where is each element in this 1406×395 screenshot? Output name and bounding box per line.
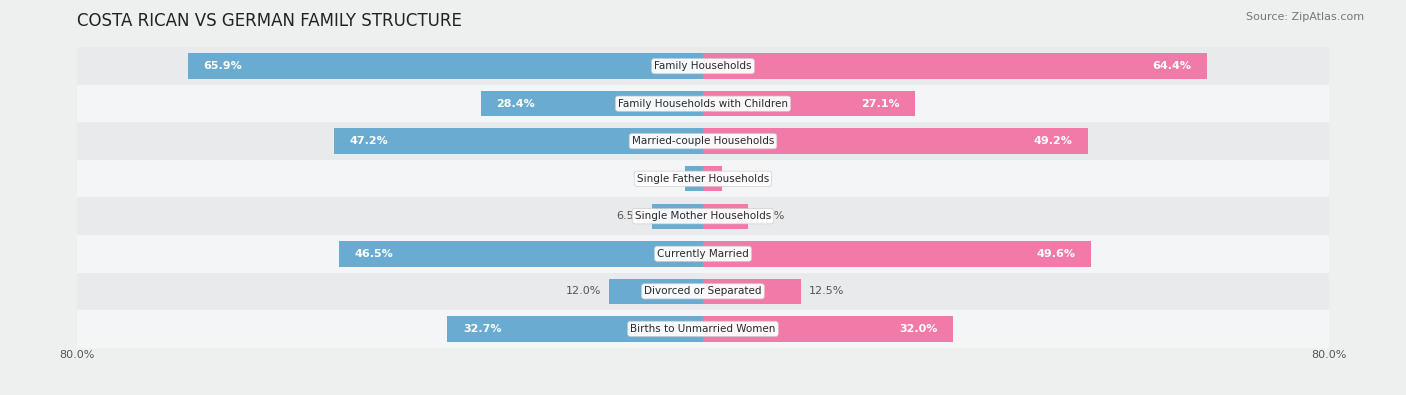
- Text: 27.1%: 27.1%: [860, 99, 900, 109]
- Text: COSTA RICAN VS GERMAN FAMILY STRUCTURE: COSTA RICAN VS GERMAN FAMILY STRUCTURE: [77, 12, 463, 30]
- Bar: [703, 53, 1206, 79]
- Bar: [77, 85, 1329, 122]
- Bar: [685, 166, 703, 192]
- Text: 12.0%: 12.0%: [567, 286, 602, 296]
- Text: 2.3%: 2.3%: [648, 174, 678, 184]
- Text: Family Households: Family Households: [654, 61, 752, 71]
- Bar: [339, 241, 703, 267]
- Text: 65.9%: 65.9%: [204, 61, 242, 71]
- Bar: [703, 128, 1088, 154]
- Text: 32.7%: 32.7%: [463, 324, 502, 334]
- Text: 49.2%: 49.2%: [1033, 136, 1073, 146]
- Text: Births to Unmarried Women: Births to Unmarried Women: [630, 324, 776, 334]
- Text: Single Father Households: Single Father Households: [637, 174, 769, 184]
- Text: Currently Married: Currently Married: [657, 249, 749, 259]
- Bar: [703, 166, 721, 192]
- Bar: [652, 203, 703, 229]
- Bar: [703, 316, 953, 342]
- Text: 28.4%: 28.4%: [496, 99, 536, 109]
- Text: Single Mother Households: Single Mother Households: [636, 211, 770, 221]
- Bar: [77, 310, 1329, 348]
- Text: 12.5%: 12.5%: [808, 286, 844, 296]
- Text: 5.8%: 5.8%: [756, 211, 785, 221]
- Text: 32.0%: 32.0%: [900, 324, 938, 334]
- Text: 46.5%: 46.5%: [354, 249, 394, 259]
- Bar: [703, 91, 915, 117]
- Text: 2.4%: 2.4%: [730, 174, 758, 184]
- Bar: [703, 203, 748, 229]
- Text: Family Households with Children: Family Households with Children: [619, 99, 787, 109]
- Bar: [77, 273, 1329, 310]
- Bar: [703, 241, 1091, 267]
- Bar: [77, 198, 1329, 235]
- Bar: [703, 278, 801, 304]
- Text: 6.5%: 6.5%: [616, 211, 644, 221]
- Text: Source: ZipAtlas.com: Source: ZipAtlas.com: [1246, 12, 1364, 22]
- Bar: [481, 91, 703, 117]
- Bar: [77, 235, 1329, 273]
- Text: Married-couple Households: Married-couple Households: [631, 136, 775, 146]
- Bar: [187, 53, 703, 79]
- Text: 49.6%: 49.6%: [1036, 249, 1076, 259]
- Bar: [447, 316, 703, 342]
- Text: 47.2%: 47.2%: [350, 136, 388, 146]
- Text: 64.4%: 64.4%: [1152, 61, 1191, 71]
- Bar: [77, 122, 1329, 160]
- Text: Divorced or Separated: Divorced or Separated: [644, 286, 762, 296]
- Bar: [77, 160, 1329, 198]
- Bar: [77, 47, 1329, 85]
- Bar: [609, 278, 703, 304]
- Bar: [333, 128, 703, 154]
